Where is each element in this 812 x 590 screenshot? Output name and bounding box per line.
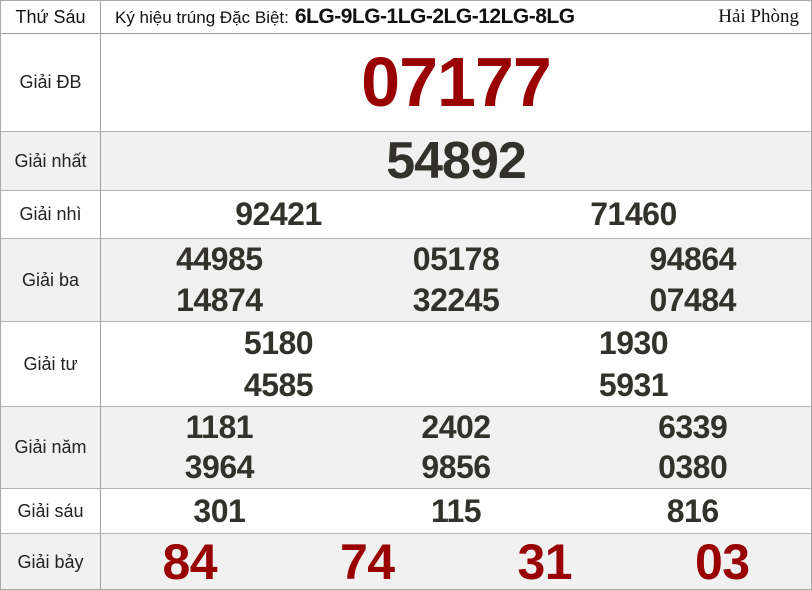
prize-line: 3964 9856 0380 bbox=[101, 449, 811, 486]
prize-row: Giải ba 44985 05178 94864 14874 32245 07484 bbox=[1, 239, 811, 322]
prize-line: 5180 1930 bbox=[101, 325, 811, 362]
prize-number: 94864 bbox=[649, 241, 736, 278]
province-label: Hải Phòng bbox=[718, 6, 799, 27]
prize-label: Giải ĐB bbox=[1, 34, 101, 131]
prize-values: 5180 1930 4585 5931 bbox=[101, 322, 811, 406]
prize-row: Giải bảy 84 74 31 03 bbox=[1, 534, 811, 590]
prize-label: Giải tư bbox=[1, 322, 101, 406]
weekday-label: Thứ Sáu bbox=[1, 1, 101, 33]
prize-values: 54892 bbox=[101, 132, 811, 190]
prize-label: Giải sáu bbox=[1, 489, 101, 533]
prize-number: 07484 bbox=[649, 282, 736, 319]
prize-number: 31 bbox=[517, 534, 573, 590]
prize-number: 4585 bbox=[243, 366, 314, 403]
prize-rows: Giải ĐB 07177 Giải nhất 54892 Giải nhì 92421 7… bbox=[1, 34, 811, 590]
prize-number: 5180 bbox=[243, 324, 314, 361]
prize-row: Giải nhất 54892 bbox=[1, 132, 811, 191]
prize-row: Giải sáu 301 115 816 bbox=[1, 489, 811, 534]
prize-number: 1181 bbox=[185, 408, 254, 445]
prize-line: 92421 71460 bbox=[101, 196, 811, 233]
prize-number: 07177 bbox=[361, 43, 552, 122]
prize-number: 05178 bbox=[412, 241, 500, 278]
prize-values: 1181 2402 6339 3964 9856 0380 bbox=[101, 407, 811, 488]
prize-label: Giải nhất bbox=[1, 132, 101, 190]
prize-number: 84 bbox=[162, 534, 218, 590]
prize-number: 115 bbox=[430, 492, 482, 529]
prize-line: 1181 2402 6339 bbox=[101, 409, 811, 446]
special-sign-label: Ký hiệu trúng Đặc Biệt: bbox=[115, 8, 289, 27]
prize-row: Giải năm 1181 2402 6339 3964 9856 0380 bbox=[1, 407, 811, 489]
prize-number: 3964 bbox=[184, 449, 255, 486]
prize-values: 92421 71460 bbox=[101, 191, 811, 238]
table-header: Thứ Sáu Ký hiệu trúng Đặc Biệt: 6LG-9LG-… bbox=[1, 1, 811, 34]
prize-number: 0380 bbox=[658, 449, 728, 486]
prize-number: 74 bbox=[339, 534, 395, 590]
prize-number: 5931 bbox=[598, 366, 669, 403]
prize-line: 54892 bbox=[101, 132, 811, 192]
prize-line: 301 115 816 bbox=[101, 493, 811, 530]
prize-number: 54892 bbox=[386, 132, 527, 190]
prize-row: Giải tư 5180 1930 4585 5931 bbox=[1, 322, 811, 407]
prize-number: 44985 bbox=[176, 241, 263, 278]
prize-number: 71460 bbox=[590, 196, 677, 233]
prize-number: 816 bbox=[666, 492, 719, 529]
prize-number: 1930 bbox=[598, 324, 669, 361]
prize-label: Giải năm bbox=[1, 407, 101, 488]
special-sign: Ký hiệu trúng Đặc Biệt: 6LG-9LG-1LG-2LG-… bbox=[101, 5, 718, 29]
prize-values: 84 74 31 03 bbox=[101, 534, 811, 590]
prize-number: 92421 bbox=[235, 196, 322, 233]
prize-line: 07177 bbox=[101, 42, 811, 123]
prize-number: 6339 bbox=[658, 408, 728, 445]
prize-number: 14874 bbox=[176, 282, 263, 319]
prize-number: 32245 bbox=[412, 282, 500, 319]
prize-number: 9856 bbox=[421, 449, 491, 486]
prize-values: 44985 05178 94864 14874 32245 07484 bbox=[101, 239, 811, 321]
prize-line: 14874 32245 07484 bbox=[101, 282, 811, 319]
prize-line: 44985 05178 94864 bbox=[101, 241, 811, 278]
prize-number: 03 bbox=[694, 534, 750, 590]
prize-values: 301 115 816 bbox=[101, 489, 811, 533]
prize-row: Giải nhì 92421 71460 bbox=[1, 191, 811, 239]
prize-line: 84 74 31 03 bbox=[101, 534, 811, 590]
prize-number: 301 bbox=[193, 492, 246, 529]
prize-label: Giải nhì bbox=[1, 191, 101, 238]
prize-line: 4585 5931 bbox=[101, 367, 811, 404]
prize-label: Giải ba bbox=[1, 239, 101, 321]
prize-values: 07177 bbox=[101, 34, 811, 131]
prize-label: Giải bảy bbox=[1, 534, 101, 589]
special-sign-value: 6LG-9LG-1LG-2LG-12LG-8LG bbox=[294, 5, 575, 28]
prize-row: Giải ĐB 07177 bbox=[1, 34, 811, 132]
prize-number: 2402 bbox=[421, 408, 491, 445]
